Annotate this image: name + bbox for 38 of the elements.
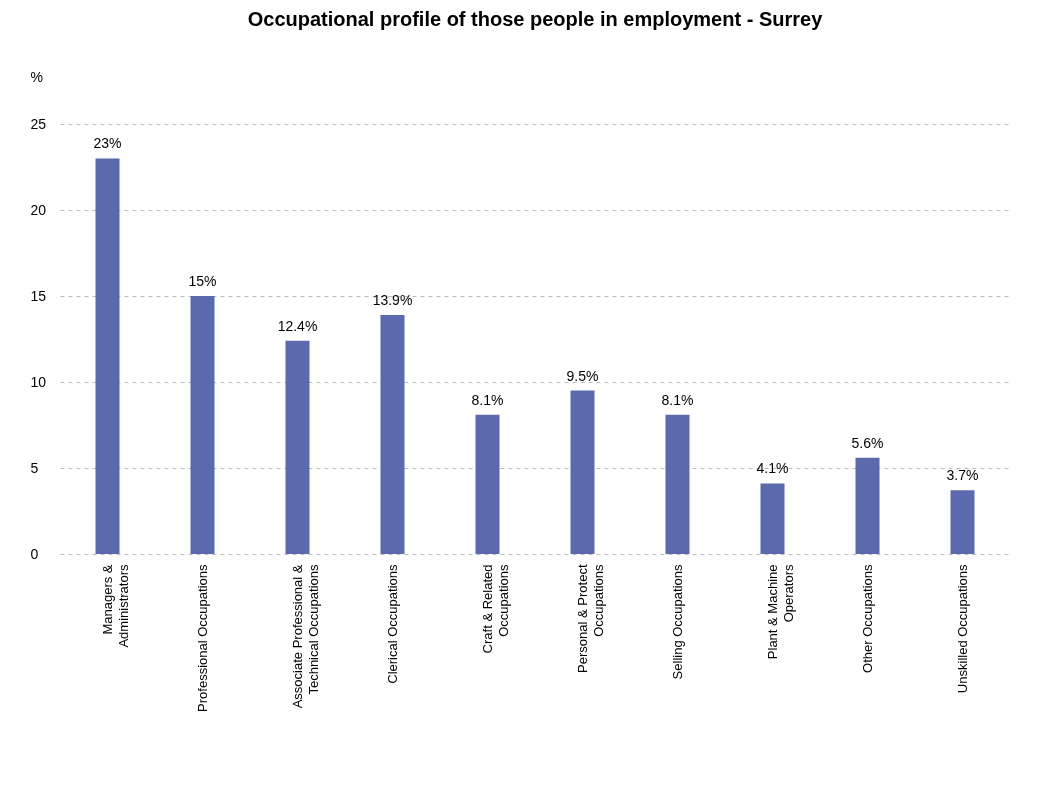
bar <box>190 296 215 554</box>
y-tick-label: 5 <box>30 459 39 476</box>
bar <box>950 490 975 554</box>
x-tick-label: Other Occupations <box>859 564 875 673</box>
bar <box>570 390 595 554</box>
chart-title: Occupational profile of those people in employment - Surrey <box>247 8 824 30</box>
x-tick-label: Unskilled Occupations <box>954 564 970 694</box>
y-tick-label: 0 <box>30 545 39 562</box>
data-label: 9.5% <box>566 367 599 384</box>
y-tick-label: 10 <box>30 373 47 390</box>
data-label: 15% <box>188 273 217 289</box>
bar <box>95 158 120 554</box>
y-axis-title: % <box>30 68 43 85</box>
data-label: 3.7% <box>946 467 979 484</box>
y-tick-label: 25 <box>30 115 47 132</box>
y-tick-label: 20 <box>30 201 47 218</box>
bar <box>665 414 690 554</box>
x-tick-label: Associate Professional & Technical Occupations <box>289 564 321 709</box>
x-tick-label: Managers & Administrators <box>99 564 131 648</box>
data-label: 23% <box>93 135 122 152</box>
data-label: 5.6% <box>851 434 884 451</box>
x-tick-label: Clerical Occupations <box>384 564 400 684</box>
x-tick-label: Professional Occupations <box>194 564 210 712</box>
bar <box>380 314 405 554</box>
bar <box>475 414 500 554</box>
bar <box>760 483 785 554</box>
bar <box>855 457 880 554</box>
data-label: 8.1% <box>471 391 504 408</box>
data-label: 12.4% <box>277 317 318 334</box>
data-label: 8.1% <box>661 391 694 408</box>
x-tick-label: Plant & Machine Operators <box>764 564 796 660</box>
y-tick-label: 15 <box>30 287 47 304</box>
data-label: 4.1% <box>756 460 789 477</box>
x-tick-label: Personal & Protect Occupations <box>574 564 606 673</box>
bar <box>285 340 310 554</box>
x-tick-label: Craft & Related Occupations <box>479 564 511 654</box>
x-tick-label: Selling Occupations <box>669 564 685 680</box>
data-label: 13.9% <box>372 291 413 308</box>
